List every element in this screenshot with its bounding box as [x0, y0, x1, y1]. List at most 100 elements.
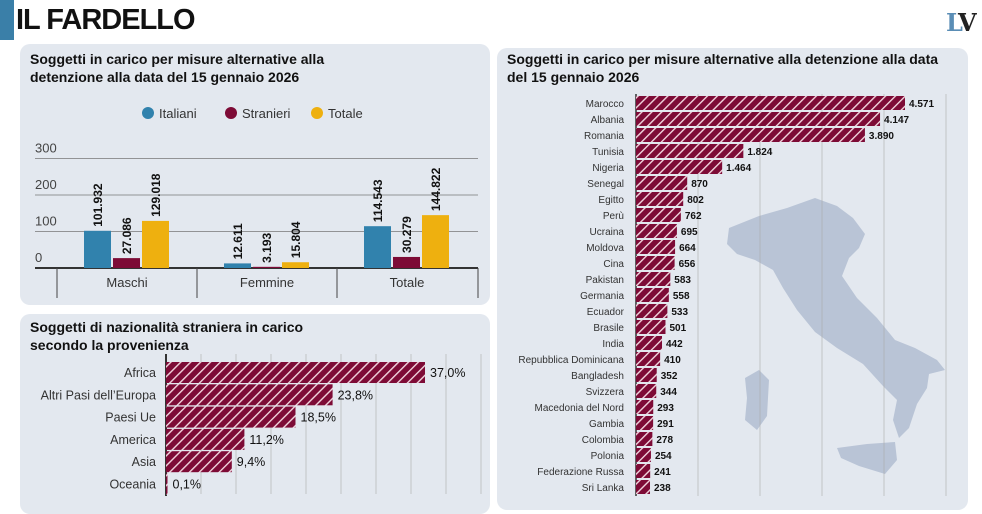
category-label: Pakistan: [586, 275, 624, 286]
category-label: Polonia: [591, 451, 625, 462]
panel-country-chart: Soggetti in carico per misure alternativ…: [497, 48, 968, 510]
x-tick-label: Maschi: [106, 275, 147, 290]
data-label: 3.890: [869, 131, 894, 142]
category-label: Nigeria: [592, 163, 624, 174]
legend-swatch-stranieri: [225, 107, 237, 119]
bar: [636, 144, 744, 158]
data-label: 241: [654, 467, 671, 478]
bar: [166, 362, 425, 383]
category-label: Albania: [591, 115, 625, 126]
data-label: 238: [654, 483, 671, 494]
data-label: 37,0%: [430, 366, 465, 380]
bar: [636, 400, 654, 414]
bar-stranieri: [113, 258, 140, 268]
category-label: Ecuador: [587, 307, 625, 318]
page-title: IL FARDELLO: [16, 4, 196, 36]
data-label: 4.147: [884, 115, 909, 126]
bar: [166, 428, 245, 450]
data-label: 101.932: [91, 183, 105, 227]
category-label: Repubblica Dominicana: [518, 355, 624, 366]
logo: LV: [946, 8, 977, 37]
data-label: 254: [655, 451, 672, 462]
bar: [636, 240, 676, 254]
data-label: 30.279: [400, 216, 414, 253]
italy-map: [727, 198, 945, 438]
legend-label: Italiani: [159, 106, 197, 121]
bar: [636, 304, 668, 318]
data-label: 27.086: [120, 217, 134, 254]
bar-italiani: [84, 230, 111, 268]
category-label: Marocco: [586, 99, 625, 110]
bar: [636, 320, 666, 334]
chart1-title: Soggetti in carico per misure alternativ…: [30, 51, 325, 85]
bar: [636, 416, 654, 430]
data-label: 291: [657, 419, 674, 430]
data-label: 664: [679, 243, 696, 254]
data-label: 695: [681, 227, 698, 238]
data-label: 114.543: [371, 179, 385, 222]
category-label: Brasile: [593, 323, 624, 334]
bar: [636, 288, 669, 302]
category-label: Romania: [584, 131, 624, 142]
bar: [636, 384, 657, 398]
category-label: America: [110, 433, 156, 447]
category-label: Africa: [124, 366, 156, 380]
category-label: Oceania: [109, 478, 156, 492]
bar: [636, 480, 651, 494]
data-label: 583: [674, 275, 691, 286]
bar: [166, 451, 232, 473]
category-label: Colombia: [582, 435, 625, 446]
data-label: 410: [664, 355, 681, 366]
bar: [636, 352, 661, 366]
chart2-svg: Africa 37,0% Altri Pasi dell’Europa 23,8% Pa…: [41, 354, 482, 496]
bar: [636, 208, 681, 222]
panel-gender-chart: Soggetti in carico per misure alternativ…: [20, 44, 490, 305]
bar-stranieri: [253, 266, 280, 268]
bar-stranieri: [393, 256, 420, 268]
bar: [636, 448, 651, 462]
data-label: 558: [673, 291, 690, 302]
data-label: 0,1%: [173, 478, 202, 492]
category-label: Svizzera: [586, 387, 625, 398]
data-label: 12.611: [231, 223, 245, 259]
category-label: Senegal: [587, 179, 624, 190]
chart3-title: Soggetti in carico per misure alternativ…: [507, 51, 939, 85]
category-label: Asia: [132, 455, 156, 469]
bar: [636, 464, 651, 478]
y-tick-label: 0: [35, 250, 42, 265]
category-label: Moldova: [586, 243, 624, 254]
chart2-title: Soggetti di nazionalità straniera in car…: [30, 319, 304, 353]
bar: [636, 128, 865, 142]
category-label: Macedonia del Nord: [535, 403, 625, 414]
category-label: Federazione Russa: [537, 467, 624, 478]
data-label: 656: [679, 259, 696, 270]
data-label: 144.822: [429, 167, 443, 211]
bar: [166, 384, 333, 406]
bar: [636, 272, 671, 286]
data-label: 15.804: [289, 221, 303, 258]
legend-label: Stranieri: [242, 106, 291, 121]
bar: [166, 473, 168, 495]
category-label: Ucraina: [590, 227, 625, 238]
bar-totale: [142, 220, 169, 268]
data-label: 23,8%: [338, 388, 373, 402]
y-tick-label: 200: [35, 177, 57, 192]
data-label: 1.464: [726, 163, 751, 174]
legend-swatch-italiani: [142, 107, 154, 119]
data-label: 3.193: [260, 232, 274, 262]
bar-italiani: [224, 263, 251, 268]
bar: [636, 368, 657, 382]
data-label: 129.018: [149, 173, 163, 217]
y-tick-label: 300: [35, 141, 57, 156]
data-label: 293: [657, 403, 674, 414]
data-label: 278: [656, 435, 673, 446]
bar: [636, 224, 677, 238]
chart1-svg: Italiani Stranieri Totale 0 100 200 300 Maschi 1…: [35, 106, 479, 298]
data-label: 501: [669, 323, 686, 334]
bar-totale: [422, 215, 449, 268]
category-label: India: [602, 339, 624, 350]
data-label: 870: [691, 179, 708, 190]
category-label: Germania: [580, 291, 624, 302]
data-label: 11,2%: [249, 433, 284, 447]
bar: [636, 160, 723, 174]
